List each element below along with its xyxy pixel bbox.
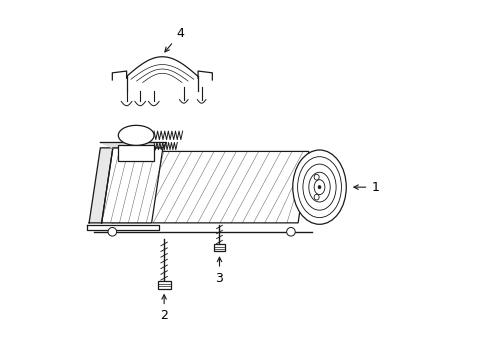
Text: 3: 3 bbox=[215, 257, 223, 285]
Text: 4: 4 bbox=[164, 27, 184, 52]
Polygon shape bbox=[112, 152, 308, 223]
Circle shape bbox=[286, 228, 295, 236]
Text: 1: 1 bbox=[353, 181, 378, 194]
Bar bbox=[213, 244, 225, 251]
Text: 2: 2 bbox=[160, 295, 168, 322]
Ellipse shape bbox=[313, 174, 319, 180]
Ellipse shape bbox=[317, 185, 320, 189]
Circle shape bbox=[108, 228, 116, 236]
Polygon shape bbox=[102, 148, 163, 223]
Bar bbox=[118, 145, 154, 161]
Ellipse shape bbox=[292, 150, 346, 224]
Bar bbox=[157, 281, 170, 289]
Ellipse shape bbox=[118, 125, 154, 145]
Polygon shape bbox=[87, 225, 159, 230]
Ellipse shape bbox=[313, 194, 319, 200]
Polygon shape bbox=[100, 143, 166, 148]
Polygon shape bbox=[89, 148, 113, 223]
